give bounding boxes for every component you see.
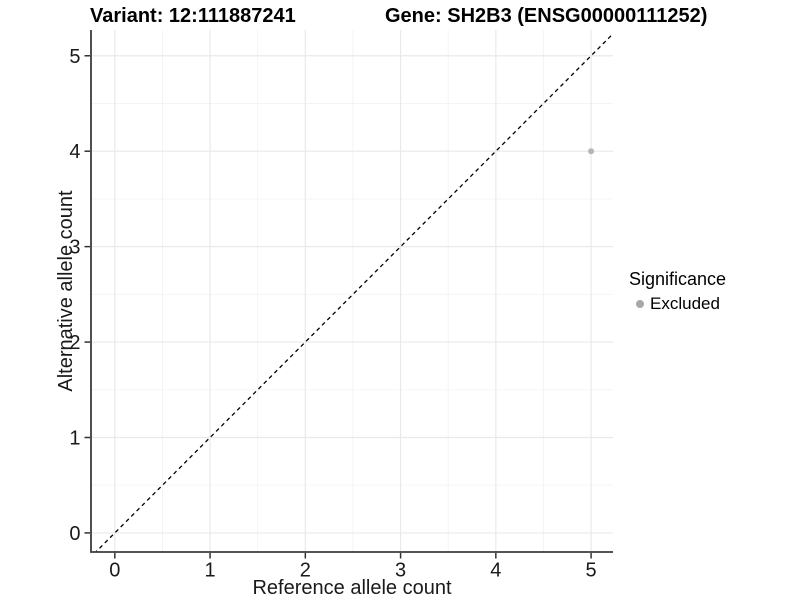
legend: Significance Excluded: [629, 269, 726, 314]
y-tick-label: 4: [69, 141, 80, 163]
gene-title: Gene: SH2B3 (ENSG00000111252): [385, 5, 708, 27]
x-tick-label: 5: [586, 560, 597, 582]
y-tick-label: 0: [69, 523, 80, 545]
x-tick-label: 1: [205, 560, 216, 582]
x-tick-label: 3: [395, 560, 406, 582]
y-tick-label: 3: [69, 237, 80, 259]
y-tick-label: 5: [69, 46, 80, 68]
identity-line: [94, 32, 613, 552]
legend-title: Significance: [629, 269, 727, 289]
legend-point-icon: [636, 300, 644, 308]
x-axis-title: Reference allele count: [252, 577, 452, 599]
y-axis-title: Alternative allele count: [55, 190, 77, 392]
x-tick-label: 2: [300, 560, 311, 582]
data-point: [588, 148, 595, 155]
x-tick-label: 0: [109, 560, 120, 582]
y-tick-label: 2: [69, 332, 80, 354]
y-tick-label: 1: [69, 427, 80, 449]
x-tick-label: 4: [490, 560, 501, 582]
variant-title: Variant: 12:111887241: [90, 5, 296, 27]
axis-lines: [90, 30, 613, 553]
legend-item-label: Excluded: [650, 294, 720, 313]
legend-item: Excluded: [629, 294, 726, 314]
